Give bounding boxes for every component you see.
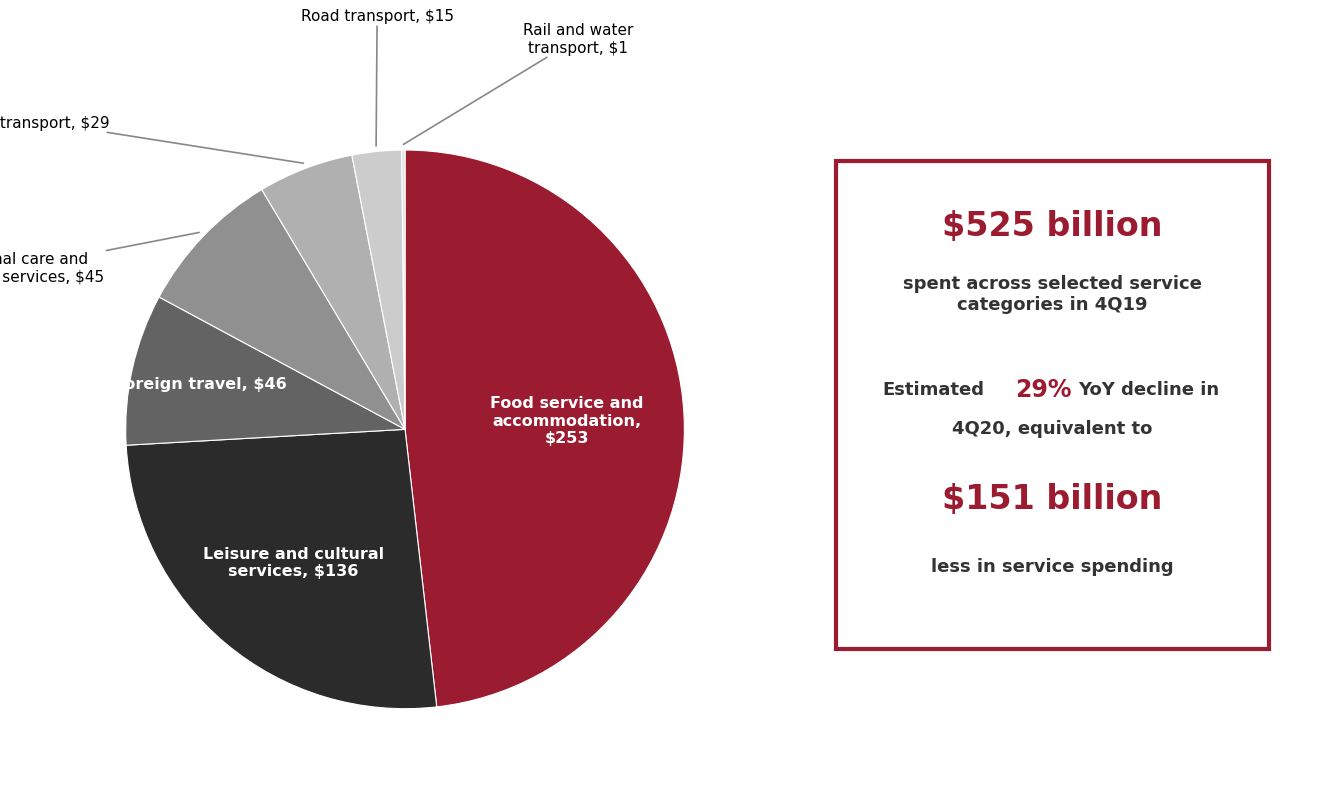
Text: Air transport, $29: Air transport, $29	[0, 115, 303, 164]
Wedge shape	[159, 191, 405, 430]
Text: Foreign travel, $46: Foreign travel, $46	[114, 377, 287, 392]
Text: 29%: 29%	[1015, 378, 1072, 402]
Text: spent across selected service
categories in 4Q19: spent across selected service categories…	[903, 275, 1202, 313]
Wedge shape	[126, 430, 437, 709]
Text: YoY decline in: YoY decline in	[1078, 381, 1219, 399]
Text: $525 billion: $525 billion	[942, 210, 1163, 243]
Text: Food service and
accommodation,
$253: Food service and accommodation, $253	[490, 396, 644, 445]
Wedge shape	[262, 156, 405, 430]
Wedge shape	[126, 298, 405, 446]
Text: $151 billion: $151 billion	[943, 483, 1162, 516]
Text: Road transport, $15: Road transport, $15	[300, 10, 454, 147]
Text: Leisure and cultural
services, $136: Leisure and cultural services, $136	[203, 546, 384, 578]
Text: Estimated: Estimated	[883, 381, 985, 399]
Wedge shape	[405, 151, 684, 707]
Wedge shape	[352, 151, 405, 430]
Text: Personal care and
clothing services, $45: Personal care and clothing services, $45	[0, 234, 199, 284]
Wedge shape	[401, 151, 405, 430]
Text: Figure 1. US Consumer Spending on Selected Service Categories, Fourth Quarter 20: Figure 1. US Consumer Spending on Select…	[16, 46, 1041, 66]
Text: Rail and water
transport, $1: Rail and water transport, $1	[404, 23, 633, 145]
Text: 4Q20, equivalent to: 4Q20, equivalent to	[952, 420, 1153, 438]
Text: less in service spending: less in service spending	[931, 557, 1174, 575]
